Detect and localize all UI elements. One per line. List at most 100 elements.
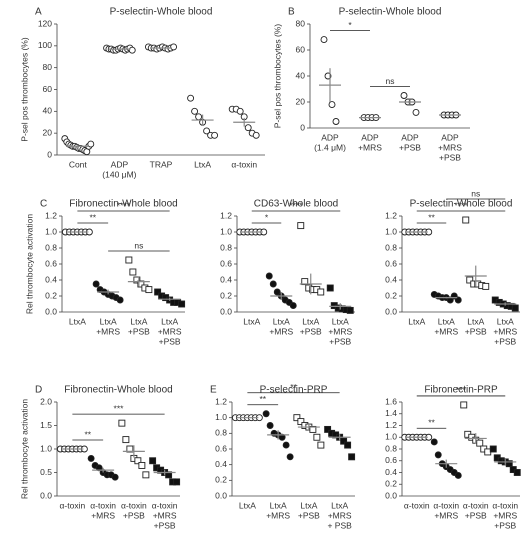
y-tick-label: 1.0 bbox=[220, 226, 232, 236]
x-tick-label: +PSB bbox=[399, 142, 421, 152]
point bbox=[125, 256, 133, 264]
point bbox=[118, 419, 126, 427]
point bbox=[476, 439, 484, 447]
x-tick-label: LtxA bbox=[243, 316, 260, 326]
y-tick-label: 0.2 bbox=[385, 479, 397, 489]
y-tick-label: 0.6 bbox=[385, 258, 397, 268]
point bbox=[252, 131, 260, 139]
point bbox=[482, 282, 490, 290]
point bbox=[466, 276, 474, 284]
y-tick-label: 0.2 bbox=[220, 290, 232, 300]
point bbox=[293, 414, 301, 422]
panel-letter: B bbox=[288, 7, 295, 18]
x-tick-label: α-toxin bbox=[404, 500, 430, 510]
point bbox=[133, 276, 141, 284]
chart-title: Fibronectin-Whole blood bbox=[69, 199, 177, 210]
x-tick-label: +PSB bbox=[159, 336, 181, 346]
x-tick-label: +MRS bbox=[434, 510, 458, 520]
point bbox=[434, 451, 442, 459]
x-tick-label: +MRS bbox=[91, 510, 115, 520]
y-tick-label: 0.6 bbox=[45, 258, 57, 268]
x-tick-label: LtxA bbox=[332, 316, 349, 326]
point bbox=[317, 288, 325, 296]
x-tick-label: α-toxin bbox=[60, 500, 86, 510]
x-tick-label: α-toxin bbox=[121, 500, 147, 510]
x-tick-label: +PSB bbox=[465, 510, 487, 520]
significance-label: ns bbox=[386, 76, 395, 86]
point bbox=[128, 46, 136, 54]
x-tick-label: LtxA bbox=[300, 500, 317, 510]
x-tick-label: +MRS bbox=[358, 142, 382, 152]
point bbox=[187, 94, 195, 102]
chart-title: CD63-Whole blood bbox=[254, 199, 339, 210]
x-tick-label: LtxA bbox=[130, 316, 147, 326]
y-tick-label: 0.0 bbox=[385, 490, 397, 500]
point bbox=[154, 288, 162, 296]
point bbox=[462, 216, 470, 224]
x-tick-label: α-toxin bbox=[463, 500, 489, 510]
x-tick-label: LtxA bbox=[302, 316, 319, 326]
point bbox=[173, 478, 181, 486]
significance-label: *** bbox=[456, 385, 467, 395]
y-tick-label: 0.2 bbox=[385, 290, 397, 300]
y-tick-label: 0.8 bbox=[220, 242, 232, 252]
significance-label: ns bbox=[471, 188, 480, 198]
panel-letter: C bbox=[40, 199, 47, 210]
point bbox=[170, 43, 178, 51]
y-tick-label: 0.6 bbox=[215, 443, 227, 453]
point bbox=[320, 36, 328, 44]
x-tick-label: +PSB bbox=[439, 152, 461, 162]
y-tick-label: 60 bbox=[296, 44, 306, 54]
y-tick-label: 0.8 bbox=[215, 428, 227, 438]
y-tick-label: 0.8 bbox=[45, 242, 57, 252]
point bbox=[313, 433, 321, 441]
point bbox=[211, 131, 219, 139]
x-tick-label: +MRS bbox=[269, 326, 293, 336]
x-tick-label: +MRS bbox=[158, 326, 182, 336]
y-tick-label: 0.4 bbox=[215, 459, 227, 469]
significance-label: ** bbox=[428, 212, 435, 222]
y-tick-label: 1.2 bbox=[385, 210, 397, 220]
x-tick-label: Cont bbox=[69, 159, 88, 169]
y-tick-label: 2.0 bbox=[40, 396, 52, 406]
point bbox=[346, 306, 354, 314]
x-tick-label: +MRS bbox=[328, 326, 352, 336]
y-tick-label: 120 bbox=[38, 18, 52, 28]
y-tick-label: 20 bbox=[43, 127, 53, 137]
point bbox=[95, 464, 103, 472]
x-tick-label: +MRS bbox=[266, 510, 290, 520]
x-tick-label: +PSB bbox=[300, 326, 322, 336]
y-axis-label: P-sel pos thrombocytes (%) bbox=[272, 24, 282, 129]
point bbox=[297, 222, 305, 230]
y-tick-label: 1.0 bbox=[40, 443, 52, 453]
point bbox=[129, 268, 137, 276]
y-tick-label: 0.4 bbox=[385, 467, 397, 477]
x-tick-label: +MRS bbox=[153, 510, 177, 520]
x-tick-label: +PSB bbox=[298, 510, 320, 520]
x-tick-label: LtxA bbox=[467, 316, 484, 326]
x-tick-label: +MRS bbox=[434, 326, 458, 336]
y-tick-label: 0.2 bbox=[45, 290, 57, 300]
point bbox=[265, 272, 273, 280]
y-tick-label: 1.0 bbox=[385, 226, 397, 236]
point bbox=[244, 124, 252, 132]
y-tick-label: 1.6 bbox=[385, 396, 397, 406]
x-tick-label: + PSB bbox=[327, 520, 352, 530]
panel-letter: D bbox=[35, 385, 42, 396]
x-tick-label: +MRS bbox=[493, 510, 517, 520]
y-tick-label: 80 bbox=[43, 62, 53, 72]
x-tick-label: +PSB bbox=[494, 520, 516, 530]
significance-label: **** bbox=[289, 200, 303, 210]
significance-label: ** bbox=[428, 418, 435, 428]
x-tick-label: α-toxin bbox=[492, 500, 518, 510]
y-axis-label: Rel thrombocyte activation bbox=[19, 399, 29, 499]
point bbox=[289, 302, 297, 310]
y-tick-label: 1.2 bbox=[220, 210, 232, 220]
x-tick-label: +PSB bbox=[128, 326, 150, 336]
x-tick-label: ADP bbox=[401, 132, 419, 142]
x-tick-label: +MRS bbox=[493, 326, 517, 336]
x-tick-label: +PSB bbox=[154, 520, 176, 530]
point bbox=[134, 457, 142, 465]
significance-label: ** bbox=[89, 212, 96, 222]
y-tick-label: 40 bbox=[296, 70, 306, 80]
